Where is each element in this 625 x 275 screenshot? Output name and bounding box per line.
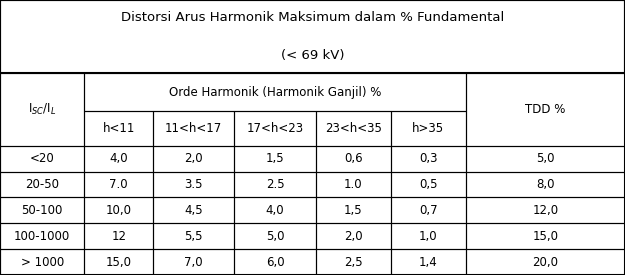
Text: 11<h<17: 11<h<17	[165, 122, 222, 135]
Bar	[466, 197, 625, 223]
Text: 15,0: 15,0	[532, 230, 558, 243]
Text: 17<h<23: 17<h<23	[246, 122, 304, 135]
Bar	[234, 111, 316, 146]
Text: 2,0: 2,0	[184, 152, 203, 165]
Text: 4,0: 4,0	[266, 204, 284, 217]
Text: 0,7: 0,7	[419, 204, 437, 217]
Text: 5,5: 5,5	[184, 230, 203, 243]
Text: 4,0: 4,0	[109, 152, 128, 165]
Text: 23<h<35: 23<h<35	[325, 122, 381, 135]
Bar	[153, 146, 234, 172]
Bar	[466, 223, 625, 249]
Bar	[391, 111, 466, 146]
Bar	[0, 0, 625, 73]
Bar	[0, 172, 84, 197]
Bar	[466, 73, 625, 146]
Text: 7.0: 7.0	[109, 178, 128, 191]
Text: 0,5: 0,5	[419, 178, 437, 191]
Bar	[84, 223, 153, 249]
Text: 3.5: 3.5	[184, 178, 203, 191]
Text: > 1000: > 1000	[21, 255, 64, 269]
Text: <20: <20	[30, 152, 54, 165]
Text: 2.5: 2.5	[266, 178, 284, 191]
Text: 5,0: 5,0	[536, 152, 554, 165]
Bar	[84, 111, 153, 146]
Text: 1.0: 1.0	[344, 178, 362, 191]
Text: 1,5: 1,5	[344, 204, 362, 217]
Bar	[391, 249, 466, 275]
Bar	[316, 223, 391, 249]
Bar	[0, 73, 84, 146]
Text: 15,0: 15,0	[106, 255, 132, 269]
Bar	[0, 249, 84, 275]
Text: 2,0: 2,0	[344, 230, 362, 243]
Bar	[316, 249, 391, 275]
Bar	[316, 197, 391, 223]
Bar	[0, 146, 84, 172]
Text: h>35: h>35	[412, 122, 444, 135]
Bar	[153, 111, 234, 146]
Text: 12,0: 12,0	[532, 204, 558, 217]
Bar	[391, 223, 466, 249]
Text: h<11: h<11	[102, 122, 135, 135]
Text: 1,5: 1,5	[266, 152, 284, 165]
Text: 50-100: 50-100	[21, 204, 63, 217]
Bar	[84, 73, 466, 111]
Bar	[466, 172, 625, 197]
Bar	[153, 249, 234, 275]
Bar	[153, 172, 234, 197]
Bar	[234, 146, 316, 172]
Text: I$_{SC}$/I$_L$: I$_{SC}$/I$_L$	[28, 102, 56, 117]
Text: 4,5: 4,5	[184, 204, 203, 217]
Text: 1,4: 1,4	[419, 255, 437, 269]
Bar	[153, 223, 234, 249]
Text: 5,0: 5,0	[266, 230, 284, 243]
Text: 0,3: 0,3	[419, 152, 437, 165]
Bar	[316, 146, 391, 172]
Text: 0,6: 0,6	[344, 152, 362, 165]
Text: Orde Harmonik (Harmonik Ganjil) %: Orde Harmonik (Harmonik Ganjil) %	[169, 86, 381, 99]
Bar	[234, 197, 316, 223]
Bar	[234, 249, 316, 275]
Bar	[316, 111, 391, 146]
Text: 12: 12	[111, 230, 126, 243]
Text: 8,0: 8,0	[536, 178, 554, 191]
Bar	[234, 223, 316, 249]
Text: 2,5: 2,5	[344, 255, 362, 269]
Bar	[84, 146, 153, 172]
Bar	[466, 249, 625, 275]
Text: 10,0: 10,0	[106, 204, 132, 217]
Text: TDD %: TDD %	[525, 103, 566, 116]
Bar	[153, 197, 234, 223]
Text: 20,0: 20,0	[532, 255, 558, 269]
Bar	[0, 223, 84, 249]
Bar	[84, 249, 153, 275]
Text: 100-1000: 100-1000	[14, 230, 70, 243]
Text: 1,0: 1,0	[419, 230, 437, 243]
Bar	[84, 172, 153, 197]
Bar	[466, 146, 625, 172]
Text: 6,0: 6,0	[266, 255, 284, 269]
Bar	[0, 197, 84, 223]
Bar	[84, 197, 153, 223]
Bar	[391, 197, 466, 223]
Bar	[316, 172, 391, 197]
Text: (< 69 kV): (< 69 kV)	[281, 49, 344, 62]
Text: 7,0: 7,0	[184, 255, 203, 269]
Text: 20-50: 20-50	[25, 178, 59, 191]
Text: Distorsi Arus Harmonik Maksimum dalam % Fundamental: Distorsi Arus Harmonik Maksimum dalam % …	[121, 11, 504, 24]
Bar	[391, 172, 466, 197]
Bar	[234, 172, 316, 197]
Bar	[391, 146, 466, 172]
